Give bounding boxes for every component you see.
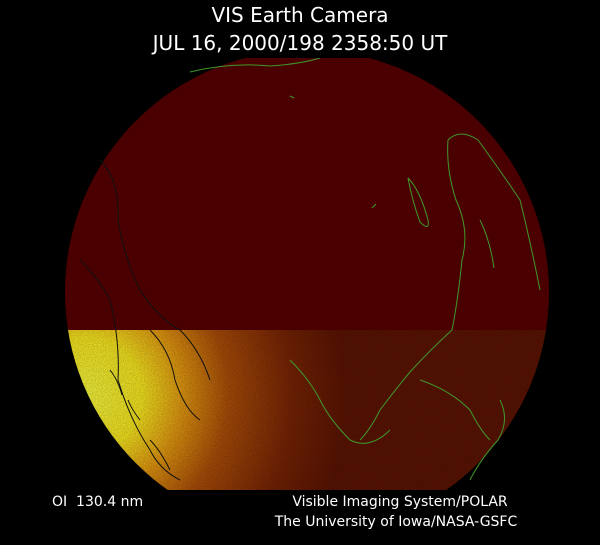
credit-line: The University of Iowa/NASA-GSFC: [274, 514, 518, 530]
night-side: [65, 58, 549, 330]
credit-line: Visible Imaging System/POLAR: [292, 494, 508, 510]
wavelength: OI 130.4 nm: [52, 494, 143, 510]
coastlines: [189, 58, 541, 481]
title: VIS Earth Camera: [211, 3, 388, 27]
image-noise: [65, 330, 549, 490]
earth-image: [65, 58, 549, 490]
coastlines-dayside: [79, 159, 211, 481]
timestamp: JUL 16, 2000/198 2358:50 UT: [151, 31, 448, 55]
